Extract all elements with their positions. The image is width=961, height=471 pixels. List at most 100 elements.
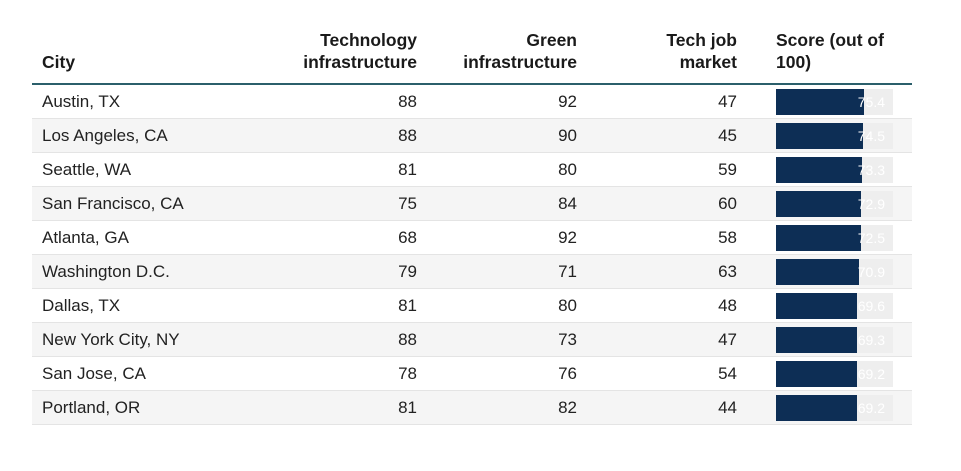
score-bar: [776, 292, 858, 319]
cell-technology-infrastructure: 88: [398, 125, 417, 145]
cell-score: 75.4: [737, 88, 912, 115]
header-score-line-1: Score (out of: [776, 30, 884, 50]
cell-score: 69.3: [737, 326, 912, 353]
cell-technology-infrastructure: 88: [398, 91, 417, 111]
header-job-line-2: market: [679, 52, 737, 72]
score-bar: [776, 360, 857, 387]
table-row: Portland, OR 81 82 44 69.2: [32, 391, 912, 425]
header-score: Score (out of 100): [737, 29, 912, 73]
cell-tech-job-market: 48: [718, 295, 737, 315]
cell-green-infrastructure: 76: [558, 363, 577, 383]
table-row: Atlanta, GA 68 92 58 72.5: [32, 221, 912, 255]
score-label: 74.5: [857, 127, 885, 144]
header-tech-line-1: Technology: [320, 30, 417, 50]
score-bar-track: 73.3: [776, 156, 893, 183]
cell-technology-infrastructure: 88: [398, 329, 417, 349]
cell-green-infrastructure: 80: [558, 295, 577, 315]
cell-green-infrastructure: 84: [558, 193, 577, 213]
score-label: 72.5: [857, 229, 885, 246]
cell-score: 73.3: [737, 156, 912, 183]
table-row: Seattle, WA 81 80 59 73.3: [32, 153, 912, 187]
header-green-line-1: Green: [526, 30, 577, 50]
cell-green-infrastructure: 90: [558, 125, 577, 145]
cell-technology-infrastructure: 81: [398, 295, 417, 315]
score-bar: [776, 258, 859, 285]
cell-technology-infrastructure: 68: [398, 227, 417, 247]
cell-tech-job-market: 59: [718, 159, 737, 179]
score-bar: [776, 326, 858, 353]
cell-score: 69.2: [737, 394, 912, 421]
cell-score: 70.9: [737, 258, 912, 285]
score-label: 70.9: [857, 263, 885, 280]
score-bar: [776, 122, 864, 149]
cell-score: 72.9: [737, 190, 912, 217]
table-row: San Jose, CA 78 76 54 69.2: [32, 357, 912, 391]
score-bar: [776, 156, 862, 183]
cell-tech-job-market: 63: [718, 261, 737, 281]
cell-city: Washington D.C.: [42, 261, 170, 281]
score-bar: [776, 88, 865, 115]
cell-tech-job-market: 54: [718, 363, 737, 383]
score-bar-track: 70.9: [776, 258, 893, 285]
header-green-line-2: infrastructure: [463, 52, 577, 72]
cell-green-infrastructure: 71: [558, 261, 577, 281]
cell-score: 72.5: [737, 224, 912, 251]
cell-city: Los Angeles, CA: [42, 125, 168, 145]
header-city-line: City: [42, 52, 76, 72]
header-technology-infrastructure: Technology infrastructure: [247, 29, 417, 73]
table-row: San Francisco, CA 75 84 60 72.9: [32, 187, 912, 221]
cell-city: San Jose, CA: [42, 363, 146, 383]
cell-green-infrastructure: 80: [558, 159, 577, 179]
table-row: Dallas, TX 81 80 48 69.6: [32, 289, 912, 323]
cell-tech-job-market: 47: [718, 91, 737, 111]
cell-green-infrastructure: 92: [558, 227, 577, 247]
score-bar-track: 69.6: [776, 292, 893, 319]
cell-technology-infrastructure: 75: [398, 193, 417, 213]
cell-city: Dallas, TX: [42, 295, 121, 315]
cell-tech-job-market: 44: [718, 397, 737, 417]
cell-technology-infrastructure: 79: [398, 261, 417, 281]
header-tech-job-market: Tech job market: [577, 29, 737, 73]
header-green-infrastructure: Green infrastructure: [417, 29, 577, 73]
score-bar: [776, 224, 861, 251]
table-body: Austin, TX 88 92 47 75.4 Los Angeles, CA 88 90 4…: [32, 85, 912, 425]
table-row: Washington D.C. 79 71 63 70.9: [32, 255, 912, 289]
score-label: 75.4: [857, 93, 885, 110]
score-bar-track: 74.5: [776, 122, 893, 149]
cell-tech-job-market: 60: [718, 193, 737, 213]
score-label: 69.2: [857, 399, 885, 416]
score-bar-track: 69.3: [776, 326, 893, 353]
cell-technology-infrastructure: 81: [398, 397, 417, 417]
cell-city: New York City, NY: [42, 329, 180, 349]
score-bar-track: 72.9: [776, 190, 893, 217]
cell-green-infrastructure: 73: [558, 329, 577, 349]
score-label: 72.9: [857, 195, 885, 212]
header-score-line-2: 100): [776, 52, 812, 72]
cell-technology-infrastructure: 81: [398, 159, 417, 179]
score-bar: [776, 190, 862, 217]
header-tech-line-2: infrastructure: [303, 52, 417, 72]
score-bar-track: 69.2: [776, 394, 893, 421]
cell-score: 69.2: [737, 360, 912, 387]
cell-technology-infrastructure: 78: [398, 363, 417, 383]
score-label: 69.2: [857, 365, 885, 382]
score-label: 69.6: [857, 297, 885, 314]
cell-green-infrastructure: 82: [558, 397, 577, 417]
cell-city: Austin, TX: [42, 91, 121, 111]
cell-tech-job-market: 58: [718, 227, 737, 247]
score-label: 69.3: [857, 331, 885, 348]
cell-city: Seattle, WA: [42, 159, 132, 179]
score-label: 73.3: [857, 161, 885, 178]
cell-city: Atlanta, GA: [42, 227, 129, 247]
cell-tech-job-market: 47: [718, 329, 737, 349]
score-bar: [776, 394, 857, 421]
table-header: City Technology infrastructure Green inf…: [32, 30, 912, 85]
table-row: Los Angeles, CA 88 90 45 74.5: [32, 119, 912, 153]
table-row: New York City, NY 88 73 47 69.3: [32, 323, 912, 357]
score-bar-track: 72.5: [776, 224, 893, 251]
cell-tech-job-market: 45: [718, 125, 737, 145]
table-row: Austin, TX 88 92 47 75.4: [32, 85, 912, 119]
header-job-line-1: Tech job: [666, 30, 737, 50]
score-bar-track: 75.4: [776, 88, 893, 115]
score-bar-track: 69.2: [776, 360, 893, 387]
